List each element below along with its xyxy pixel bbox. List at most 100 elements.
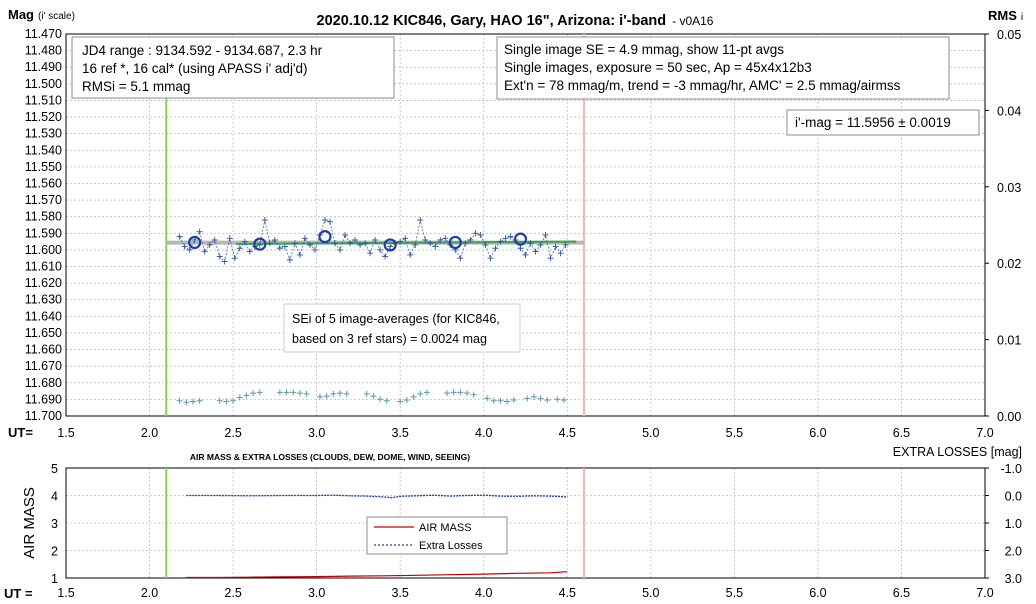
result-text: i'-mag = 11.5956 ± 0.0019: [795, 115, 951, 130]
info-right-line-2: Single images, exposure = 50 sec, Ap = 4…: [504, 60, 812, 75]
bottom-y-tick-label: 4: [51, 490, 58, 504]
top-y2-tick-label: 0.01: [997, 334, 1021, 348]
top-plot-frame: [65, 33, 986, 417]
top-y-tick-label: 11.660: [25, 343, 62, 357]
top-y-tick-label: 11.530: [25, 127, 62, 141]
single-image-point: [286, 256, 293, 263]
rms-point: [276, 389, 283, 396]
info-box-right: Single image SE = 4.9 mmag, show 11-pt a…: [496, 36, 950, 100]
rms-point: [504, 398, 511, 405]
single-image-point: [176, 233, 183, 240]
result-box: i'-mag = 11.5956 ± 0.0019: [786, 109, 980, 136]
single-image-point: [537, 241, 544, 248]
top-x-tick-label: 2.5: [224, 426, 241, 440]
rms-point: [176, 397, 183, 404]
rms-point: [330, 390, 337, 397]
info-left-line-3: RMSi = 5.1 mmag: [82, 79, 190, 94]
single-image-point: [502, 235, 509, 242]
single-image-point: [457, 255, 464, 262]
single-image-point: [382, 253, 389, 260]
top-y-tick-label: 11.550: [25, 160, 62, 174]
single-image-point: [276, 245, 283, 252]
top-x-tick-label: 7.0: [976, 426, 993, 440]
bottom-y2-label: EXTRA LOSSES [mag]: [893, 445, 1022, 459]
single-image-point: [532, 248, 539, 255]
single-image-point: [557, 250, 564, 257]
average-point: [188, 235, 202, 250]
rms-point: [290, 389, 297, 396]
single-image-point: [412, 241, 419, 248]
extra-losses-line: [186, 494, 568, 499]
rms-point: [530, 393, 537, 400]
rms-point: [337, 390, 344, 397]
rms-point: [484, 395, 491, 402]
single-image-point: [552, 243, 559, 250]
rms-point: [450, 389, 457, 396]
top-y-tick-label: 11.670: [25, 359, 62, 373]
single-image-point: [497, 238, 504, 245]
average-point: [318, 230, 332, 244]
single-image-point: [332, 240, 339, 247]
bottom-x-tick-label: 1.5: [57, 586, 74, 600]
single-image-point: [216, 253, 223, 260]
single-image-line: [179, 219, 566, 263]
rms-point: [189, 398, 196, 405]
bottom-x-tick-label: 5.0: [642, 586, 659, 600]
info-left-line-1: JD4 range : 9134.592 - 9134.687, 2.3 hr: [82, 43, 323, 58]
single-image-point: [377, 246, 384, 253]
rms-point: [403, 396, 410, 403]
single-image-point: [352, 236, 359, 243]
top-y-tick-label: 11.520: [25, 110, 62, 124]
bottom-x-tick-label: 3.5: [391, 586, 408, 600]
single-image-point: [517, 245, 524, 252]
top-y-tick-label: 11.580: [25, 210, 62, 224]
top-y-tick-label: 11.680: [25, 376, 62, 390]
bottom-y-tick-label: 2: [51, 545, 58, 559]
single-image-point: [542, 231, 549, 238]
chart-title: 2020.10.12 KIC846, Gary, HAO 16", Arizon…: [317, 13, 714, 29]
rms-point: [363, 390, 370, 397]
bottom-x-tick-label: 3.0: [308, 586, 325, 600]
single-image-point: [372, 236, 379, 243]
bottom-x-tick-label: 7.0: [976, 586, 993, 600]
single-image-point: [201, 248, 208, 255]
rms-point: [457, 389, 464, 396]
single-image-point: [472, 230, 479, 237]
top-y-tick-label: 11.700: [25, 409, 62, 423]
chart-title-text: 2020.10.12 KIC846, Gary, HAO 16", Arizon…: [317, 13, 667, 29]
single-image-point: [181, 243, 188, 250]
single-image-point: [241, 238, 248, 245]
bottom-x-tick-label: 6.5: [893, 586, 910, 600]
single-image-point: [296, 251, 303, 258]
rms-point: [464, 390, 471, 397]
legend-airmass-label: AIR MASS: [419, 522, 472, 534]
bottom-x-tick-label: 6.0: [809, 586, 826, 600]
top-y-tick-label: 11.610: [25, 260, 62, 274]
single-image-point: [487, 255, 494, 262]
bottom-chart-title: AIR MASS & EXTRA LOSSES (CLOUDS, DEW, DO…: [190, 452, 470, 462]
average-point: [253, 237, 267, 251]
rms-point: [223, 398, 230, 405]
rms-point: [397, 398, 404, 405]
single-image-point: [462, 240, 469, 247]
airmass-line: [186, 571, 568, 579]
single-image-point: [442, 235, 449, 242]
legend: AIR MASS Extra Losses: [366, 516, 508, 555]
single-image-point: [342, 231, 349, 238]
bottom-y2-tick-label: 1.0: [1005, 517, 1022, 531]
rms-point: [554, 396, 561, 403]
single-image-point: [507, 233, 514, 240]
single-image-point: [417, 217, 424, 224]
top-x-tick-label: 3.0: [308, 426, 325, 440]
bottom-x-tick-label: 2.5: [224, 586, 241, 600]
single-image-point: [221, 258, 228, 265]
rms-point: [236, 394, 243, 401]
top-y-tick-label: 11.470: [25, 27, 62, 41]
rms-point: [323, 393, 330, 400]
single-image-point: [337, 246, 344, 253]
single-image-point: [482, 241, 489, 248]
rms-point: [303, 390, 310, 397]
rms-point: [283, 389, 290, 396]
rms-point: [343, 390, 350, 397]
